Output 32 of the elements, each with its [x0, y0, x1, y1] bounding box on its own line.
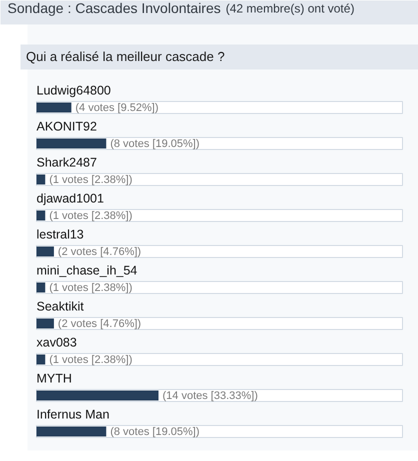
y-tick-label: AKONIT92	[36, 120, 97, 134]
bar	[36, 426, 106, 436]
bar	[36, 354, 46, 364]
data-label: (8 votes [19.05%])	[110, 426, 200, 438]
y-tick-label: lestral13	[36, 228, 84, 242]
y-tick-label: MYTH	[36, 372, 72, 386]
bar	[36, 318, 54, 328]
bar	[36, 282, 46, 292]
bar	[36, 138, 106, 148]
bar	[36, 246, 54, 256]
data-label: (4 votes [9.52%])	[75, 102, 159, 114]
bar	[36, 174, 46, 184]
data-label: (1 votes [2.38%])	[49, 174, 132, 186]
chart-subtitle: Qui a réalisé la meilleur cascade ?	[26, 49, 225, 64]
data-label: (2 votes [4.76%])	[58, 318, 142, 330]
y-tick-label: Infernus Man	[36, 408, 110, 422]
y-tick-label: djawad1001	[36, 192, 104, 206]
data-label: (8 votes [19.05%])	[110, 138, 200, 150]
y-tick-label: xav083	[36, 336, 77, 350]
y-tick-label: Ludwig64800	[36, 84, 111, 98]
data-label: (2 votes [4.76%])	[58, 246, 142, 258]
chart-title: Sondage : Cascades Involontaires	[8, 0, 221, 16]
y-tick-label: Shark2487	[36, 156, 98, 170]
y-tick-label: Seaktikit	[36, 300, 84, 314]
data-label: (1 votes [2.38%])	[49, 282, 132, 294]
data-label: (1 votes [2.38%])	[49, 354, 132, 366]
data-label: (14 votes [33.33%])	[162, 390, 258, 402]
y-tick-label: mini_chase_ih_54	[36, 264, 138, 278]
data-label: (1 votes [2.38%])	[49, 210, 132, 222]
bar	[36, 102, 72, 112]
bar	[36, 210, 46, 220]
text: (42 membre(s) ont voté)	[226, 2, 354, 16]
